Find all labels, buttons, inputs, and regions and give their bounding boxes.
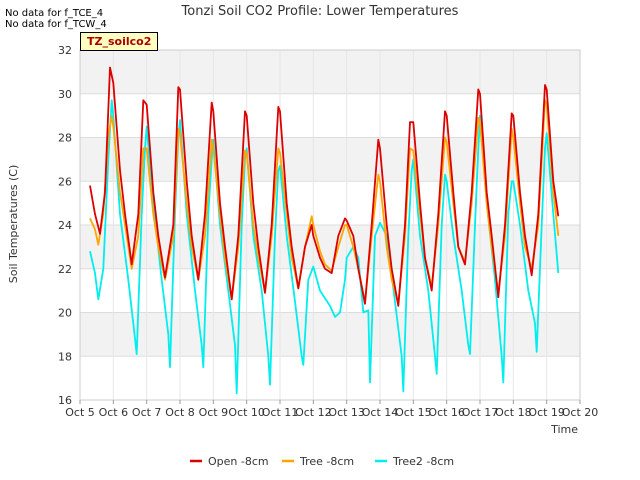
x-tick-label: Oct 16 bbox=[428, 406, 465, 419]
site-badge: TZ_soilco2 bbox=[80, 32, 159, 51]
x-tick-label: Oct 20 bbox=[562, 406, 599, 419]
x-tick-label: Oct 6 bbox=[99, 406, 129, 419]
x-tick-label: Oct 7 bbox=[132, 406, 162, 419]
plot-band bbox=[80, 225, 580, 269]
y-tick-label: 32 bbox=[58, 44, 72, 57]
no-data-note-2: No data for f_TCW_4 bbox=[5, 19, 107, 30]
x-tick-label: Oct 14 bbox=[362, 406, 399, 419]
chart-title: Tonzi Soil CO2 Profile: Lower Temperatur… bbox=[181, 4, 459, 19]
plot-band bbox=[80, 93, 580, 138]
plot-band bbox=[80, 137, 580, 182]
plot-frame bbox=[79, 49, 581, 401]
x-tick-label: Oct 10 bbox=[228, 406, 265, 419]
x-tick-label: Oct 15 bbox=[395, 406, 432, 419]
x-axis-label: Time bbox=[550, 423, 578, 436]
legend-label: Open -8cm bbox=[208, 455, 269, 468]
y-tick-label: 16 bbox=[58, 394, 72, 407]
y-tick-label: 24 bbox=[58, 219, 72, 232]
series-line-tree-8cm bbox=[89, 99, 560, 305]
x-tick-label: Oct 8 bbox=[165, 406, 195, 419]
legend-label: Tree -8cm bbox=[299, 455, 354, 468]
plot-band bbox=[80, 50, 580, 94]
series-line-open-8cm bbox=[89, 66, 560, 307]
y-tick-label: 28 bbox=[58, 132, 72, 145]
y-tick-label: 22 bbox=[58, 263, 72, 276]
x-tick-label: Oct 12 bbox=[295, 406, 332, 419]
plot-band bbox=[80, 356, 580, 400]
plot-band bbox=[80, 312, 580, 357]
no-data-note-1: No data for f_TCE_4 bbox=[5, 8, 104, 19]
legend-label: Tree2 -8cm bbox=[392, 455, 454, 468]
legend: Open -8cm Tree -8cm Tree2 -8cm bbox=[190, 455, 454, 468]
x-tick-label: Oct 5 bbox=[65, 406, 95, 419]
x-tick-label: Oct 13 bbox=[328, 406, 365, 419]
y-axis-label: Soil Temperatures (C) bbox=[7, 165, 20, 284]
plot-band bbox=[80, 181, 580, 225]
x-tick-label: Oct 11 bbox=[262, 406, 299, 419]
x-tick-label: Oct 17 bbox=[462, 406, 499, 419]
y-tick-label: 26 bbox=[58, 175, 72, 188]
y-tick-label: 20 bbox=[58, 307, 72, 320]
y-tick-label: 18 bbox=[58, 350, 72, 363]
y-tick-label: 30 bbox=[58, 88, 72, 101]
x-tick-label: Oct 18 bbox=[495, 406, 532, 419]
x-tick-label: Oct 19 bbox=[528, 406, 565, 419]
x-tick-label: Oct 9 bbox=[199, 406, 229, 419]
